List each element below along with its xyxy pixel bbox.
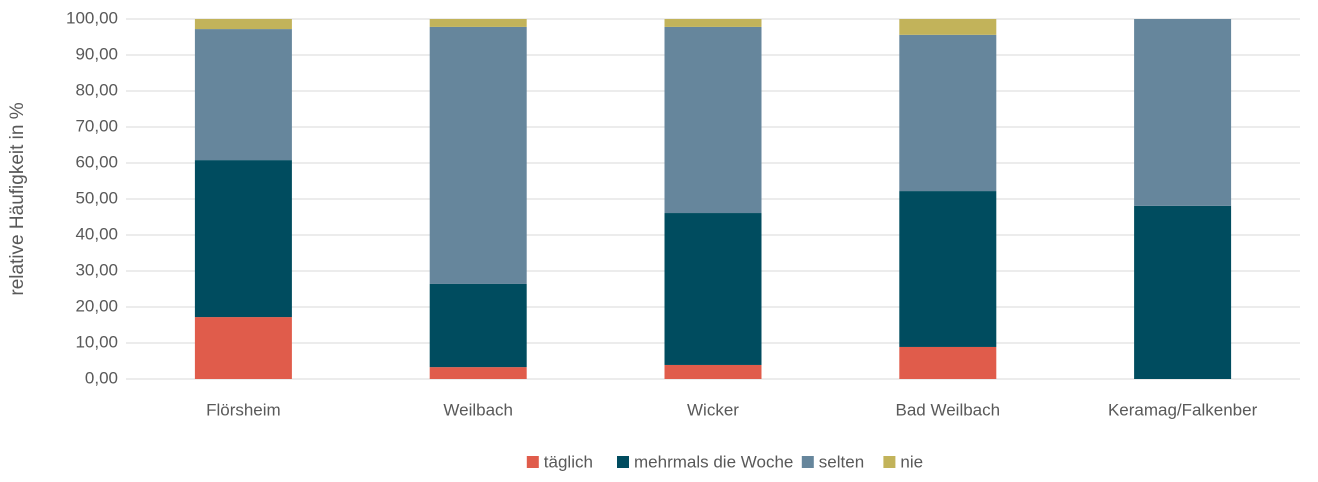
bar-segment <box>194 29 292 161</box>
y-axis-title: relative Häufigkeit in % <box>7 102 28 295</box>
legend-swatch <box>883 456 896 468</box>
legend-label: täglich <box>544 452 593 471</box>
bar-segment <box>194 160 292 318</box>
x-tick-label: Weilbach <box>443 400 513 419</box>
bar-segment <box>429 283 527 368</box>
y-tick-label: 50,00 <box>75 188 118 207</box>
x-tick-label: Keramag/Falkenber <box>1108 400 1258 419</box>
legend-swatch <box>617 456 629 468</box>
x-tick-label: Flörsheim <box>206 400 281 419</box>
y-tick-label: 10,00 <box>75 332 118 351</box>
x-tick-label: Bad Weilbach <box>896 400 1001 419</box>
y-tick-label: 100,00 <box>66 8 118 27</box>
bar-segment <box>194 19 292 30</box>
legend-swatch <box>801 456 814 468</box>
bar-segment <box>664 364 762 379</box>
bar-segment <box>664 19 762 27</box>
bar-segment <box>429 367 527 379</box>
bar-segment <box>429 26 527 284</box>
legend-label: mehrmals die Woche <box>634 452 793 471</box>
legend-swatch <box>526 456 539 468</box>
y-tick-label: 80,00 <box>75 80 118 99</box>
legend-label: nie <box>900 452 923 471</box>
y-tick-label: 20,00 <box>75 296 118 315</box>
x-tick-label: Wicker <box>687 400 739 419</box>
bar-segment <box>664 213 762 365</box>
y-tick-label: 0,00 <box>85 368 118 387</box>
bar-segment <box>899 191 997 347</box>
y-tick-label: 70,00 <box>75 116 118 135</box>
bar-segment <box>1134 19 1232 206</box>
legend-label: selten <box>819 452 864 471</box>
bar-segment <box>899 19 997 35</box>
bar-segment <box>194 317 292 379</box>
bar-segment <box>429 19 527 27</box>
bar-segment <box>899 34 997 192</box>
y-tick-label: 90,00 <box>75 44 118 63</box>
y-tick-label: 40,00 <box>75 224 118 243</box>
bar-segment <box>1134 205 1232 379</box>
bar-segment <box>664 26 762 214</box>
bar-segment <box>899 346 997 379</box>
y-tick-label: 30,00 <box>75 260 118 279</box>
y-tick-label: 60,00 <box>75 152 118 171</box>
